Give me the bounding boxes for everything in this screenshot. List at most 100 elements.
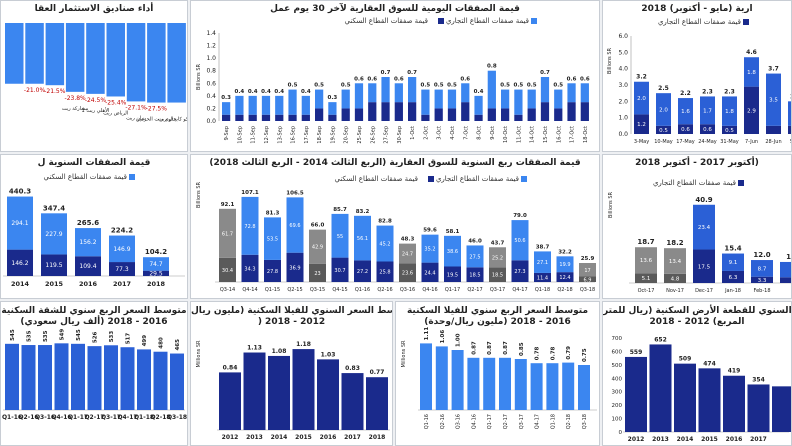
x-tick-label: 2017: [344, 434, 361, 441]
legend-item: قيمة صفقات القطاع السكني: [344, 17, 539, 25]
panel-annual-deals: 146.2 294.1 440.3 2014 119.5 227.9 347.4 2015 10…: [0, 154, 188, 299]
x-tick-label: 16-Oct: [556, 126, 562, 143]
bar-inner-label: 8.7: [758, 266, 767, 272]
x-tick-label: 9-Oct: [490, 126, 496, 140]
bar-residential: [421, 234, 439, 263]
x-tick-label: Dec-17: [695, 288, 713, 294]
bar-commercial: [288, 114, 297, 121]
bar-residential: [567, 83, 576, 103]
bar-value-label: 535: [27, 330, 33, 342]
bar-value-label: 480: [159, 337, 165, 349]
bar-value-label: 545: [10, 329, 16, 341]
x-tick-label: 2018: [369, 434, 386, 441]
bar-commercial: [474, 114, 483, 121]
legend-item: قيمة صفقات القطاع التجاري: [653, 179, 746, 187]
bar: [435, 346, 448, 410]
bar-commercial: [678, 124, 693, 134]
bar-value-label: 0.85: [519, 342, 525, 356]
bar: [499, 357, 511, 410]
bar-commercial: [580, 102, 589, 121]
bar-inner-label: 27.1: [537, 260, 548, 266]
bar-commercial: [664, 273, 686, 283]
x-tick-label: 24-May: [698, 139, 717, 145]
bar-residential: [514, 89, 523, 115]
bar-total-label: 11: [786, 253, 791, 261]
bar-commercial: [514, 114, 523, 121]
bar-value-label: 509: [679, 356, 692, 363]
bar-inner-label: 55: [337, 234, 343, 240]
bar-total-label: 0.3: [221, 95, 231, 101]
legend-item: قيمة صفقات القطاع التجاري: [436, 17, 529, 25]
bar-total-label: 0.5: [341, 83, 351, 89]
bar-total-label: 0.5: [421, 83, 431, 89]
bar-total-label: 40.9: [695, 196, 712, 204]
bar-total-label: 46.0: [468, 238, 482, 244]
x-tick-label: Q1-18: [550, 414, 556, 429]
bar-residential: [634, 81, 649, 115]
bar-value-label: 559: [630, 349, 643, 356]
chart-title: متوسط السعر الربع سنوي للفيلا السكنية: [406, 306, 589, 316]
bar-total-label: 92.1: [221, 202, 235, 208]
bar: [483, 357, 496, 410]
bar-total-label: 0.5: [288, 83, 298, 89]
bar: [649, 344, 672, 432]
x-tick-label: Q1-17: [445, 287, 460, 293]
y-tick-label: 4.0: [618, 66, 628, 73]
bar-residential: [109, 235, 135, 263]
bar-total-label: 0.5: [514, 83, 524, 89]
bar-residential: [751, 260, 773, 277]
bar-commercial: [487, 108, 496, 121]
y-axis-title: Millions SR: [196, 340, 202, 367]
bar: [219, 372, 241, 430]
x-tick-label: Q1-18: [134, 414, 154, 421]
bar-value-label: 545: [76, 329, 82, 341]
bar-value-label: 0.87: [471, 341, 477, 355]
x-tick-label: Q2-16: [377, 287, 392, 293]
chart-svg: -21.0% -21.5%-23.8% مشاركة ريت -24.5% الأهلي…: [5, 23, 187, 123]
bar: [578, 365, 590, 410]
bar: [366, 377, 388, 430]
bar-total-label: 43.7: [491, 240, 505, 246]
y-tick-label: 200: [612, 403, 623, 409]
bar-residential: [354, 83, 364, 109]
y-axis-title: Billions SR: [196, 181, 202, 208]
bar-commercial: [399, 263, 416, 282]
bar-residential: [331, 213, 349, 258]
x-tick-label: Q3-18: [167, 414, 187, 421]
x-tick-label: 15-Oct: [543, 126, 549, 143]
bar: [106, 23, 125, 97]
bar-inner-label: 9.1: [729, 260, 738, 266]
bar-residential: [444, 235, 461, 267]
bar-commercial: [315, 108, 324, 121]
legend-item: قيمة صفقات القطاع التجاري: [658, 18, 751, 26]
bar-residential: [219, 208, 236, 258]
bar-value-label: 419: [728, 368, 741, 375]
bar-commercial: [301, 114, 310, 121]
bar-inner-label: 0.6: [681, 127, 690, 133]
panel-daily-deals: 0.0 0.2 0.4 0.6 0.8 1.0 1.2 1.4 Billions SR 0.3 9-…: [190, 0, 600, 152]
bar-value-label: 652: [654, 336, 667, 343]
bar: [126, 23, 146, 102]
bar-total-label: 66.0: [311, 223, 325, 229]
x-tick-label: 2015: [45, 280, 64, 288]
x-tick-label: 3-May: [634, 139, 649, 145]
legend-label: قيمة صفقات القطاع التجاري: [657, 18, 741, 26]
bar-residential: [235, 95, 244, 115]
chart-subtitle: المربع) 2012 - 2018: [649, 317, 745, 327]
bar-commercial: [109, 262, 135, 276]
bar-total-label: 59.6: [423, 228, 437, 234]
bar-value-label: -21.5%: [44, 88, 66, 95]
bar-inner-label: 13.4: [669, 259, 682, 265]
chart-svg: 146.2 294.1 440.3 2014 119.5 227.9 347.4 2015 10…: [3, 188, 185, 288]
x-tick-label: Q1-18: [535, 287, 550, 293]
bar-residential: [309, 229, 326, 264]
bar: [170, 353, 184, 410]
bar-inner-label: 29.5: [149, 270, 163, 277]
bar: [772, 386, 791, 432]
x-tick-label: Q1-17: [487, 414, 493, 429]
bar-residential: [664, 248, 686, 274]
bar-commercial: [554, 108, 563, 121]
bar: [5, 343, 19, 410]
bar-total-label: 58.1: [446, 229, 460, 235]
bar-commercial: [693, 249, 715, 283]
